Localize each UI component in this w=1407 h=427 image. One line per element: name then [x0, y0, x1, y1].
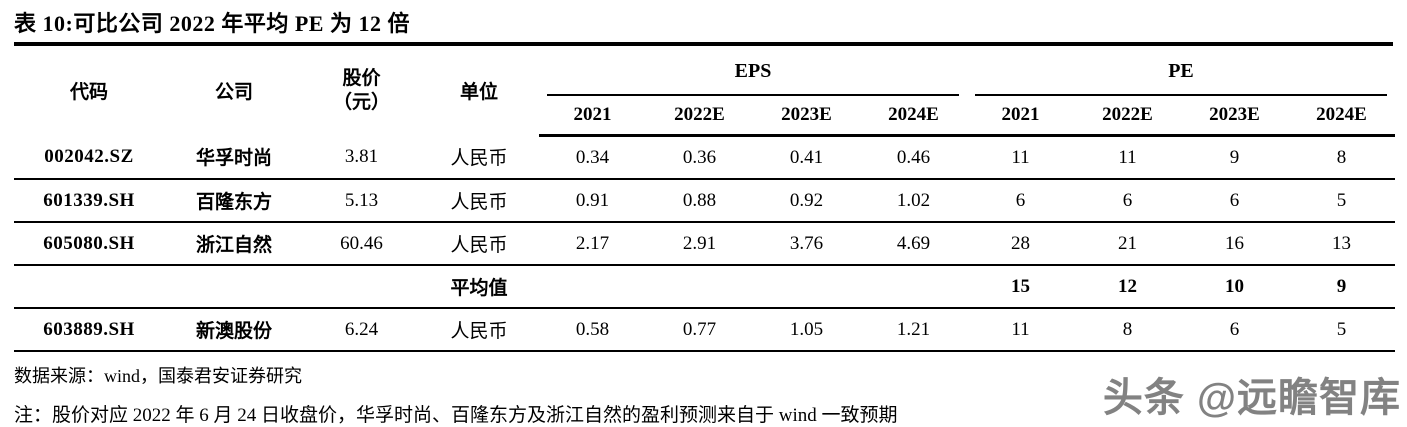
cell-code: 002042.SZ: [14, 135, 164, 180]
table-title: 表 10:可比公司 2022 年平均 PE 为 12 倍: [14, 6, 1393, 46]
cell-pe-2024e: 13: [1288, 222, 1395, 266]
watermark-toutiao-yuanzhan: 头条 @远瞻智库: [1102, 376, 1401, 420]
cell-empty: [304, 265, 419, 309]
cell-eps-2022e: 0.77: [646, 308, 753, 352]
cell-pe-2023e: 6: [1181, 179, 1288, 223]
col-group-pe: PE: [967, 46, 1395, 96]
cell-price: 3.81: [304, 135, 419, 180]
cell-avg-pe-2021: 15: [967, 265, 1074, 309]
col-header-pe-2024e: 2024E: [1288, 96, 1395, 137]
cell-pe-2022e: 11: [1074, 135, 1181, 180]
table-row: 601339.SH 百隆东方 5.13 人民币 0.91 0.88 0.92 1…: [14, 179, 1395, 223]
cell-eps-2022e: 0.36: [646, 135, 753, 180]
cell-pe-2024e: 5: [1288, 308, 1395, 352]
cell-pe-2023e: 16: [1181, 222, 1288, 266]
cell-eps-2021: 0.91: [539, 179, 646, 223]
col-header-code: 代码: [69, 82, 108, 104]
cell-avg-pe-2023e: 10: [1181, 265, 1288, 309]
cell-eps-2023e: 0.41: [753, 135, 860, 180]
col-header-price-line2: （元）: [332, 91, 390, 113]
cell-pe-2021: 6: [967, 179, 1074, 223]
cell-empty: [164, 265, 304, 309]
table-row: 002042.SZ 华孚时尚 3.81 人民币 0.34 0.36 0.41 0…: [14, 135, 1395, 180]
cell-unit: 人民币: [419, 179, 539, 223]
cell-empty: [539, 265, 646, 309]
cell-pe-2023e: 9: [1181, 135, 1288, 180]
cell-pe-2024e: 5: [1288, 179, 1395, 223]
cell-price: 6.24: [304, 308, 419, 352]
cell-empty: [753, 265, 860, 309]
cell-eps-2022e: 2.91: [646, 222, 753, 266]
cell-empty: [646, 265, 753, 309]
average-row: 平均值 15 12 10 9: [14, 265, 1395, 309]
cell-eps-2024e: 1.21: [860, 308, 967, 352]
cell-pe-2024e: 8: [1288, 135, 1395, 180]
footnote-line: 注：股价对应 2022 年 6 月 24 日收盘价，华孚时尚、百隆东方及浙江自然…: [14, 405, 898, 426]
header-row-years: 2021 2022E 2023E 2024E 2021 2022E 2023E …: [14, 96, 1395, 137]
col-header-pe-2023e: 2023E: [1181, 96, 1288, 137]
table-row: 605080.SH 浙江自然 60.46 人民币 2.17 2.91 3.76 …: [14, 222, 1395, 266]
col-header-pe-2022e: 2022E: [1074, 96, 1181, 137]
col-header-eps-2022e: 2022E: [646, 96, 753, 137]
cell-pe-2021: 11: [967, 135, 1074, 180]
cell-code: 601339.SH: [14, 179, 164, 223]
cell-eps-2023e: 3.76: [753, 222, 860, 266]
cell-code: 603889.SH: [14, 308, 164, 352]
col-header-price: 股价 （元）: [304, 46, 419, 136]
col-header-eps-2024e: 2024E: [860, 96, 967, 137]
cell-eps-2024e: 1.02: [860, 179, 967, 223]
cell-eps-2021: 0.58: [539, 308, 646, 352]
cell-price: 5.13: [304, 179, 419, 223]
cell-eps-2023e: 0.92: [753, 179, 860, 223]
cell-pe-2022e: 8: [1074, 308, 1181, 352]
cell-eps-2023e: 1.05: [753, 308, 860, 352]
cell-code: 605080.SH: [14, 222, 164, 266]
cell-avg-pe-2022e: 12: [1074, 265, 1181, 309]
col-header-eps-2023e: 2023E: [753, 96, 860, 137]
col-header-company: 公司: [214, 82, 253, 104]
cell-pe-2023e: 6: [1181, 308, 1288, 352]
average-label: 平均值: [419, 265, 539, 309]
cell-eps-2024e: 4.69: [860, 222, 967, 266]
cell-eps-2022e: 0.88: [646, 179, 753, 223]
col-header-unit: 单位: [459, 82, 498, 104]
col-header-price-line1: 股价: [342, 67, 381, 89]
cell-avg-pe-2024e: 9: [1288, 265, 1395, 309]
cell-company: 新澳股份: [164, 308, 304, 352]
cell-company: 浙江自然: [164, 222, 304, 266]
cell-pe-2021: 11: [967, 308, 1074, 352]
cell-price: 60.46: [304, 222, 419, 266]
cell-unit: 人民币: [419, 308, 539, 352]
table-row: 603889.SH 新澳股份 6.24 人民币 0.58 0.77 1.05 1…: [14, 308, 1395, 352]
col-header-pe-2021: 2021: [967, 96, 1074, 137]
cell-pe-2021: 28: [967, 222, 1074, 266]
cell-empty: [14, 265, 164, 309]
cell-pe-2022e: 21: [1074, 222, 1181, 266]
col-header-eps-2021: 2021: [539, 96, 646, 137]
data-source-line: 数据来源：wind，国泰君安证券研究: [14, 366, 302, 386]
header-row-groups: 代码 公司 股价 （元） 单位 EPS PE: [14, 46, 1395, 113]
cell-empty: [860, 265, 967, 309]
cell-company: 百隆东方: [164, 179, 304, 223]
col-group-eps: EPS: [539, 46, 967, 96]
cell-eps-2024e: 0.46: [860, 135, 967, 180]
cell-company: 华孚时尚: [164, 135, 304, 180]
cell-unit: 人民币: [419, 222, 539, 266]
cell-unit: 人民币: [419, 135, 539, 180]
cell-eps-2021: 0.34: [539, 135, 646, 180]
cell-eps-2021: 2.17: [539, 222, 646, 266]
comparable-companies-table: 代码 公司 股价 （元） 单位 EPS PE 2021 2022E 2023E …: [14, 46, 1395, 352]
cell-pe-2022e: 6: [1074, 179, 1181, 223]
